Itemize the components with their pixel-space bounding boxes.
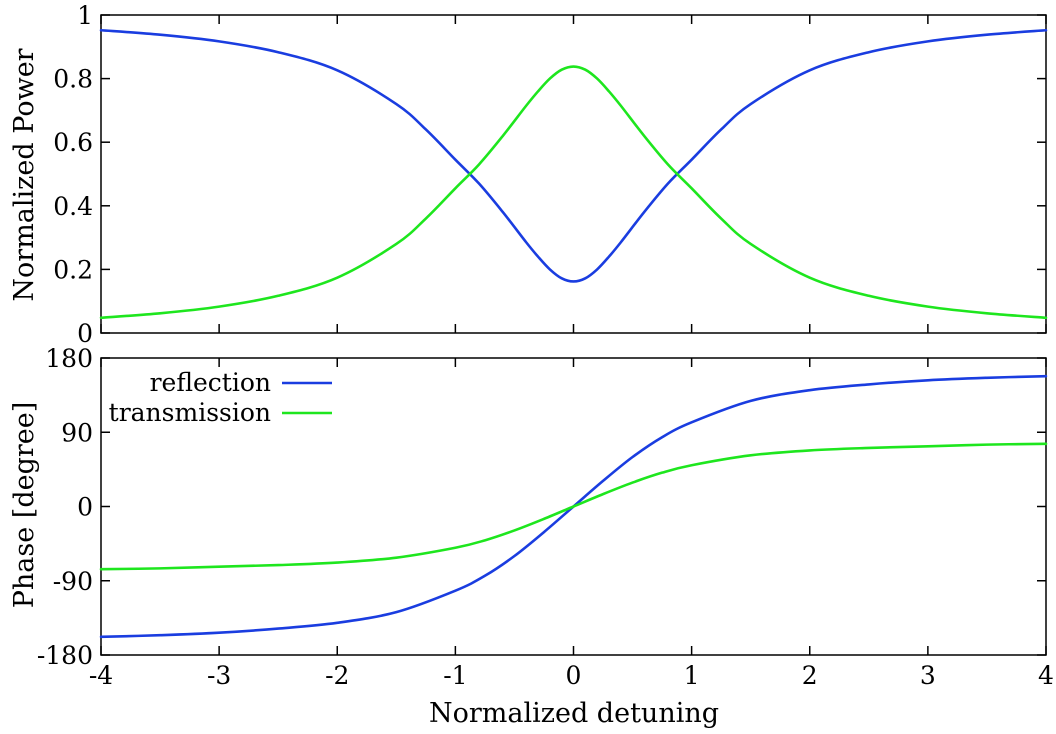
power-y-tick-label: 0.6: [53, 128, 93, 157]
phase-x-tick-label: -4: [89, 661, 113, 690]
power-y-tick-label: 0: [77, 319, 93, 348]
power-y-tick-label: 1: [77, 1, 93, 30]
power-plot-frame: [100, 14, 1047, 334]
phase-y-tick-label: -90: [53, 567, 93, 596]
phase-x-tick-label: 4: [1038, 661, 1054, 690]
x-axis-label: Normalized detuning: [429, 698, 719, 729]
power-series-transmission: [99, 65, 1048, 320]
phase-x-tick-label: 3: [920, 661, 936, 690]
phase-y-tick-label: 0: [77, 493, 93, 522]
power-y-tick-label: 0.4: [53, 192, 93, 221]
legend: reflection transmission: [109, 368, 332, 427]
phase-x-tick-label: 0: [566, 661, 582, 690]
phase-panel: -4 -3 -2 -1 0 1 2 3 4 -180 -90 0 90 180: [37, 344, 1054, 690]
phase-x-tick-label: 2: [802, 661, 818, 690]
phase-series-transmission: [99, 442, 1048, 571]
phase-x-tick-label: 1: [684, 661, 700, 690]
power-y-tick-label: 0.8: [53, 65, 93, 94]
y-axis-label-power: Normalized Power: [9, 48, 40, 301]
phase-x-tick-label: -3: [207, 661, 231, 690]
legend-label-reflection: reflection: [150, 368, 271, 397]
power-panel: 0 0.2 0.4 0.6 0.8 1: [53, 1, 1048, 348]
power-y-tick-label: 0.2: [53, 255, 93, 284]
power-series-reflection: [99, 28, 1048, 283]
phase-x-tick-label: -2: [325, 661, 349, 690]
y-axis-label-phase: Phase [degree]: [9, 402, 40, 609]
phase-y-tick-label: 180: [45, 344, 93, 373]
phase-y-tick-label: 90: [61, 418, 93, 447]
legend-label-transmission: transmission: [109, 398, 271, 427]
phase-y-tick-label: -180: [37, 641, 93, 670]
phase-x-tick-label: -1: [443, 661, 467, 690]
